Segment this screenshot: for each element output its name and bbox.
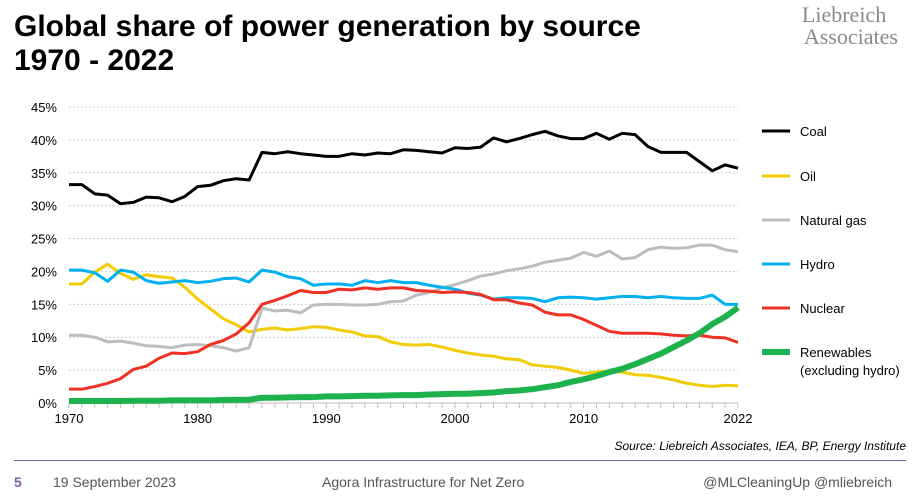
liebreich-associates-logo: Liebreich Associates <box>802 4 898 48</box>
series-line-nuclear <box>69 286 739 391</box>
legend-label: Hydro <box>800 257 835 272</box>
x-tick-label: 1980 <box>183 411 212 426</box>
page-title: Global share of power generation by sour… <box>14 10 641 78</box>
series-line-natural-gas <box>69 243 739 353</box>
x-tick-label: 2000 <box>441 411 470 426</box>
legend-label: Renewables <box>800 345 872 360</box>
x-tick-label: 2022 <box>724 411 753 426</box>
footer-divider <box>14 460 906 461</box>
legend-label: Oil <box>800 169 816 184</box>
x-tick-label: 2010 <box>569 411 598 426</box>
footer-handles: @MLCleaningUp @mliebreich <box>703 474 892 490</box>
title-line-2: 1970 - 2022 <box>14 44 175 77</box>
legend-label: Coal <box>800 124 827 139</box>
source-note: Source: Liebreich Associates, IEA, BP, E… <box>614 439 907 453</box>
legend-label-line-2: (excluding hydro) <box>800 363 900 378</box>
series-line-renewables <box>69 305 740 405</box>
page-number: 5 <box>14 474 22 490</box>
y-tick-label: 35% <box>31 166 57 181</box>
y-tick-label: 40% <box>31 133 57 148</box>
y-tick-label: 20% <box>31 264 57 279</box>
x-tick-label: 1970 <box>55 411 84 426</box>
y-tick-label: 5% <box>38 363 57 378</box>
series-line-coal <box>69 129 739 206</box>
y-tick-label: 15% <box>31 297 57 312</box>
x-tick-label: 1990 <box>312 411 341 426</box>
line-chart: 0% 5% 10% 15% 20% 25% 30% 35% 40% 45% 1970 1980 1990… <box>31 100 900 426</box>
y-tick-label: 30% <box>31 199 57 214</box>
logo-line-1: Liebreich <box>801 2 887 27</box>
legend-label: Natural gas <box>800 213 867 228</box>
series-line-hydro <box>69 268 738 306</box>
y-tick-label: 25% <box>31 232 57 247</box>
logo-line-2: Associates <box>803 24 898 49</box>
footer-event: Agora Infrastructure for Net Zero <box>322 474 525 490</box>
title-line-1: Global share of power generation by sour… <box>14 10 641 43</box>
footer-date: 19 September 2023 <box>53 474 176 490</box>
y-tick-label: 0% <box>38 396 57 411</box>
series-line-oil <box>69 262 739 389</box>
y-tick-label: 45% <box>31 100 57 115</box>
y-tick-label: 10% <box>31 330 57 345</box>
legend-label: Nuclear <box>800 301 845 316</box>
